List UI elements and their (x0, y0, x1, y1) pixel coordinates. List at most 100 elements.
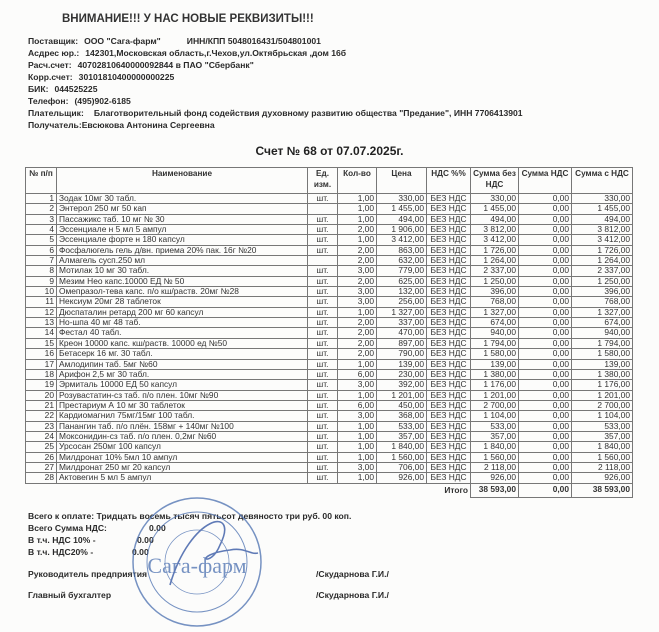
director-name: /Скударнова Г.И./ (316, 569, 389, 579)
quantity: 3,00 (337, 286, 377, 298)
sum-without-vat: 2 118,00 (470, 461, 519, 474)
price: 230,00 (376, 368, 427, 381)
sum-with-vat: 2 118,00 (571, 461, 633, 474)
unit: шт. (307, 368, 338, 381)
table-row: 14 Фестал 40 табл. шт. 2,00 470,00 БЕЗ НДС 940… (25, 327, 633, 339)
quantity: 2,00 (337, 327, 377, 339)
quantity: 2,00 (337, 348, 377, 360)
row-number: 3 (25, 213, 57, 226)
table-row: 2 Энтерол 250 мг 50 кап 1,00 1 455,00 БЕЗ НД… (25, 203, 633, 215)
sum-with-vat: 940,00 (571, 327, 633, 339)
quantity: 2,00 (337, 317, 377, 329)
price: 1 455,00 (376, 203, 427, 215)
vat-sum: 0,00 (518, 420, 572, 432)
row-number: 17 (25, 358, 57, 370)
price: 897,00 (376, 337, 427, 350)
unit: шт. (307, 234, 338, 246)
vat-sum: 0,00 (518, 244, 572, 257)
sum-with-vat: 1 176,00 (571, 379, 633, 391)
vat10-value: 0.00 (137, 535, 154, 545)
sum-with-vat: 1 201,00 (571, 389, 633, 401)
price: 706,00 (376, 461, 427, 474)
vat-sum: 0,00 (518, 234, 572, 246)
unit: шт. (307, 265, 338, 277)
total-to-pay: Всего к оплате: Тридцать восемь тысяч пя… (28, 511, 352, 521)
account-label: Расч.счет: (28, 60, 72, 70)
vat-rate: БЕЗ НДС (426, 348, 471, 360)
price: 632,00 (376, 255, 427, 267)
sum-without-vat: 1 104,00 (470, 410, 519, 422)
quantity: 1,00 (337, 203, 377, 215)
item-name: Милдронат 10% 5мл 10 ампул (56, 451, 308, 463)
price: 357,00 (376, 430, 427, 443)
sum-with-vat: 768,00 (571, 296, 633, 308)
supplier-value: ООО "Сага-фарм" (84, 36, 161, 46)
unit: шт. (307, 327, 338, 339)
price: 3 412,00 (376, 234, 427, 246)
vat-sum: 0,00 (518, 286, 572, 298)
payer-label: Плательщик: (28, 108, 84, 118)
price: 494,00 (376, 213, 427, 226)
sum-without-vat: 330,00 (470, 192, 519, 205)
notice-heading: ВНИМАНИЕ!!! У НАС НОВЫЕ РЕКВИЗИТЫ!!! (62, 13, 314, 25)
row-number: 5 (25, 234, 57, 246)
table-row: 10 Омепразол-тева капс. п/о кш/раств. 20м… (25, 286, 633, 298)
table-row: 26 Милдронат 10% 5мл 10 ампул шт. 1,00 1 560… (25, 451, 633, 463)
table-row: 27 Милдронат 250 мг 20 капсул шт. 3,00 706,0… (25, 461, 633, 474)
unit: шт. (307, 430, 338, 443)
quantity: 2,00 (337, 255, 377, 267)
sum-without-vat: 2 700,00 (470, 399, 519, 412)
price: 330,00 (376, 192, 427, 205)
sum-with-vat: 3 412,00 (571, 234, 633, 246)
table-row: 3 Пассажикс таб. 10 мг № 30 шт. 1,00 494,00 Б… (25, 213, 633, 226)
supplier-label: Поставщик: (28, 36, 79, 46)
total-row: Итого 38 593,00 0,00 38 593,00 (26, 482, 633, 498)
vat-sum: 0,00 (518, 441, 572, 453)
item-name: Но-шпа 40 мг 48 таб. (56, 317, 308, 329)
row-number: 23 (25, 420, 57, 432)
sum-without-vat: 926,00 (470, 472, 519, 484)
phone-value: (495)902-6185 (74, 96, 131, 106)
table-row: 15 Креон 10000 капс. кш/раств. 10000 ед №… (25, 337, 633, 350)
phone-line: Телефон: (495)902-6185 (28, 96, 131, 106)
payer-value: Благотворительный фонд содействия духовн… (93, 108, 523, 118)
quantity: 3,00 (337, 296, 377, 308)
total-vat: 0,00 (518, 482, 572, 498)
price: 1 201,00 (376, 389, 427, 401)
sum-without-vat: 1 201,00 (470, 389, 519, 401)
sum-with-vat: 533,00 (571, 420, 633, 432)
item-name: Актовегин 5 мл 5 ампул (56, 472, 308, 484)
account-value: 40702810640000092844 в ПАО "Сбербанк" (77, 60, 254, 70)
column-header: № п/п (25, 167, 57, 194)
row-number: 9 (25, 275, 57, 288)
address-value: 142301,Московская область,г.Чехов,ул.Окт… (85, 48, 347, 58)
quantity: 6,00 (337, 368, 377, 381)
row-number: 6 (25, 244, 57, 257)
vat-rate: БЕЗ НДС (426, 234, 471, 246)
item-name: Омепразол-тева капс. п/о кш/раств. 20мг … (56, 286, 308, 298)
sum-with-vat: 330,00 (571, 192, 633, 205)
recipient-label: Получатель: (28, 120, 82, 130)
sum-without-vat: 357,00 (470, 430, 519, 443)
signature (169, 520, 259, 586)
sum-without-vat: 1 840,00 (470, 441, 519, 453)
vat-sum: 0,00 (518, 306, 572, 319)
row-number: 4 (25, 224, 57, 236)
quantity: 1,00 (337, 451, 377, 463)
sum-with-vat: 1 726,00 (571, 244, 633, 257)
table-row: 23 Панангин таб. п/о плён. 158мг + 140мг … (25, 420, 633, 432)
sum-with-vat: 1 580,00 (571, 348, 633, 360)
sum-with-vat: 494,00 (571, 213, 633, 226)
sum-without-vat: 1 455,00 (470, 203, 519, 215)
sum-with-vat: 1 794,00 (571, 337, 633, 350)
item-name: Энтерол 250 мг 50 кап (56, 203, 308, 215)
table-row: 28 Актовегин 5 мл 5 ампул шт. 1,00 926,00 БЕЗ… (25, 472, 633, 484)
sum-without-vat: 1 794,00 (470, 337, 519, 350)
quantity: 1,00 (337, 430, 377, 443)
price: 337,00 (376, 317, 427, 329)
quantity: 1,00 (337, 213, 377, 226)
price: 1 560,00 (376, 451, 427, 463)
price: 926,00 (376, 472, 427, 484)
column-header: Кол-во (337, 167, 377, 194)
